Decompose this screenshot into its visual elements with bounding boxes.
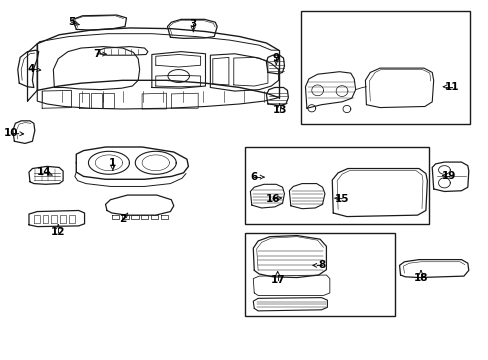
Text: 8: 8 <box>317 260 325 270</box>
Text: 11: 11 <box>444 82 458 92</box>
Text: 2: 2 <box>119 215 126 224</box>
Text: 19: 19 <box>441 171 456 181</box>
Text: 12: 12 <box>51 227 65 237</box>
Bar <box>245 233 394 316</box>
Text: 10: 10 <box>4 129 19 138</box>
Text: 16: 16 <box>265 194 280 204</box>
Text: 13: 13 <box>272 105 286 115</box>
Text: 7: 7 <box>93 49 101 59</box>
Text: 9: 9 <box>272 53 279 63</box>
Text: 15: 15 <box>334 194 348 204</box>
Text: 6: 6 <box>250 172 257 182</box>
Text: 1: 1 <box>109 158 116 168</box>
Text: 3: 3 <box>189 19 197 29</box>
Bar <box>300 12 469 125</box>
Bar <box>245 147 428 224</box>
Text: 5: 5 <box>68 17 75 27</box>
Text: 18: 18 <box>413 273 427 283</box>
Text: 4: 4 <box>27 64 35 74</box>
Text: 17: 17 <box>270 275 285 285</box>
Text: 14: 14 <box>37 167 52 177</box>
